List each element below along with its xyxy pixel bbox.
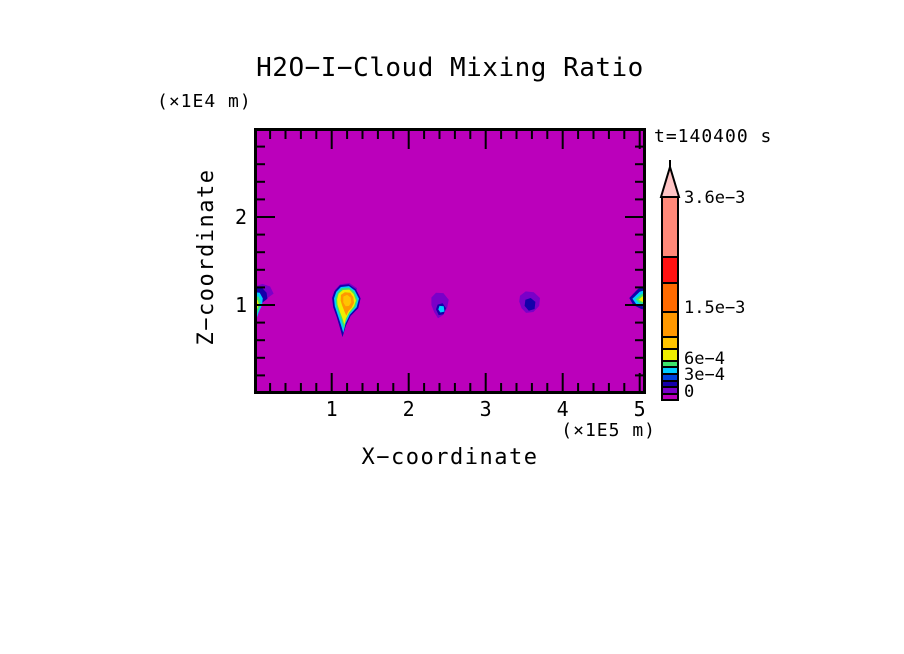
plot-frame: [254, 128, 646, 394]
colorbar-label: 6e−4: [684, 349, 725, 369]
colorbar-segment: [661, 282, 679, 313]
chart-title: H2O−I−Cloud Mixing Ratio: [256, 53, 644, 83]
x-tick-label: 1: [326, 397, 338, 421]
cloud-main: [332, 283, 361, 338]
cloud-layer-cyan: [438, 305, 445, 313]
colorbar-overflow-arrow: [659, 163, 681, 198]
colorbar-label: 1.5e−3: [684, 298, 745, 318]
z-axis-unit-label: (×1E4 m): [157, 91, 252, 112]
cloud-small-2: [519, 291, 540, 313]
colorbar-segment: [661, 386, 679, 395]
tick-labels: 1 2 3 4 5 1 2: [235, 205, 646, 421]
cloud-layer-navy: [524, 298, 536, 311]
x-tick-label: 4: [557, 397, 569, 421]
colorbar-segment: [661, 336, 679, 350]
cloud-small-1: [431, 292, 449, 319]
time-annotation: t=140400 s: [654, 126, 773, 147]
z-axis-title: Z−coordinate: [194, 168, 219, 346]
z-tick-label: 1: [235, 293, 247, 317]
colorbar-segment: [661, 256, 679, 284]
colorbar-segment: [661, 311, 679, 338]
colorbar-segment: [661, 196, 679, 258]
x-tick-label: 2: [403, 397, 415, 421]
axis-ticks: [257, 131, 643, 391]
field-background: [254, 128, 646, 394]
colorbar-label: 3.6e−3: [684, 188, 745, 208]
colorbar-label: 0: [684, 382, 694, 402]
z-tick-label: 2: [235, 205, 247, 229]
colorbar-segment: [661, 373, 679, 382]
colorbar-segment: [661, 366, 679, 375]
x-axis-title: X−coordinate: [361, 445, 539, 470]
colorbar-label: 3e−4: [684, 365, 725, 385]
x-tick-label: 5: [634, 397, 646, 421]
colorbar: 3.6e−3 1.5e−3 6e−43e−40: [659, 160, 745, 402]
cloud-layer-amber: [343, 294, 352, 307]
x-axis-unit-label: (×1E5 m): [561, 420, 656, 441]
x-tick-label: 3: [480, 397, 492, 421]
colorbar-segment: [661, 348, 679, 362]
